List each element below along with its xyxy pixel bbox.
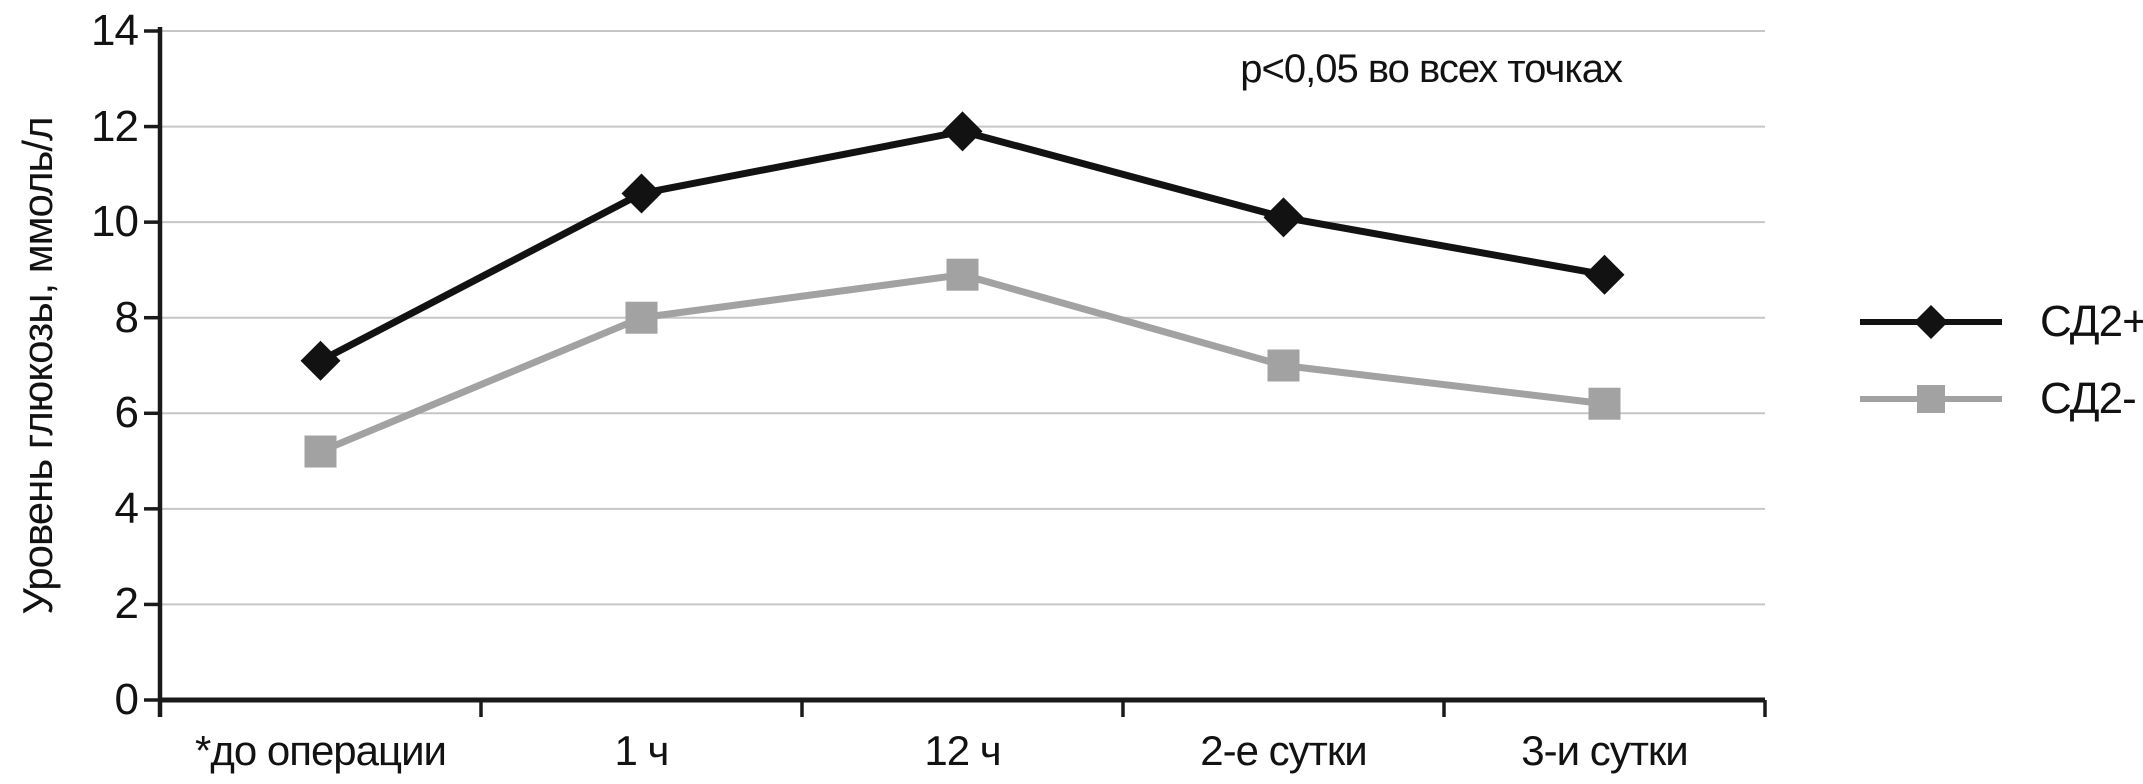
y-tick-label: 6 bbox=[114, 388, 139, 438]
data-point-diamond bbox=[1263, 197, 1304, 238]
series-line-sd2-plus bbox=[318, 127, 1606, 364]
data-point-diamond bbox=[300, 340, 341, 381]
y-tick-label: 12 bbox=[91, 101, 139, 151]
series-line-sd2-minus bbox=[319, 271, 1605, 455]
x-tick-label: 2-е сутки bbox=[1200, 727, 1367, 774]
y-tick-label: 2 bbox=[114, 579, 139, 629]
legend-label: СД2- bbox=[2040, 374, 2137, 423]
legend-label: СД2+ bbox=[2040, 297, 2143, 346]
data-point-diamond bbox=[1584, 254, 1625, 295]
data-point-square bbox=[304, 435, 337, 468]
legend-item-sd2-minus: СД2- bbox=[1860, 374, 2143, 424]
x-tick-label: 1 ч bbox=[614, 727, 670, 774]
y-tick-label: 14 bbox=[91, 6, 139, 55]
y-tick-label: 0 bbox=[114, 675, 139, 724]
legend-diamond-swatch bbox=[1860, 305, 2002, 339]
legend: СД2+ СД2- bbox=[1860, 297, 2143, 451]
significance-annotation: р<0,05 во всех точках bbox=[1240, 47, 1623, 91]
x-tick-label: 12 ч bbox=[924, 727, 1001, 774]
data-point-square bbox=[946, 258, 979, 291]
x-tick-label: *до операции bbox=[194, 727, 447, 774]
y-tick-label: 10 bbox=[91, 197, 139, 247]
legend-square-swatch bbox=[1860, 385, 2002, 413]
data-point-square bbox=[1267, 349, 1300, 382]
y-tick-label: 8 bbox=[114, 292, 139, 342]
legend-item-sd2-plus: СД2+ bbox=[1860, 297, 2143, 347]
data-point-square bbox=[1588, 387, 1621, 420]
y-tick-label: 4 bbox=[114, 483, 139, 533]
data-point-square bbox=[625, 301, 658, 334]
data-point-diamond bbox=[942, 111, 983, 152]
data-point-diamond bbox=[621, 173, 662, 214]
x-tick-label: 3-и сутки bbox=[1521, 727, 1689, 774]
